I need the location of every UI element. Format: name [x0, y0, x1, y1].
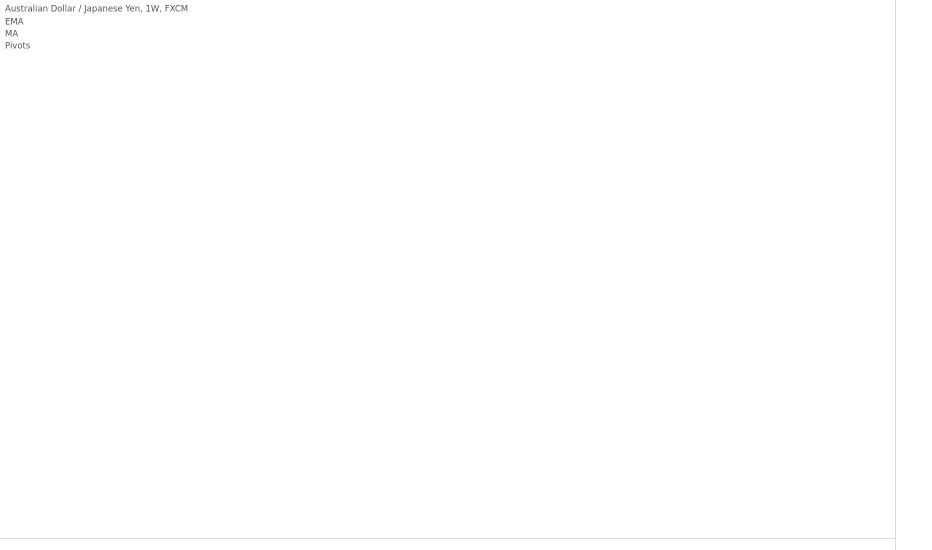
- legend-item: MA: [5, 30, 18, 40]
- legend-item: EMA: [5, 18, 24, 28]
- legend-item: Pivots: [5, 42, 31, 52]
- legend-title: Australian Dollar / Japanese Yen, 1W, FX…: [5, 5, 188, 15]
